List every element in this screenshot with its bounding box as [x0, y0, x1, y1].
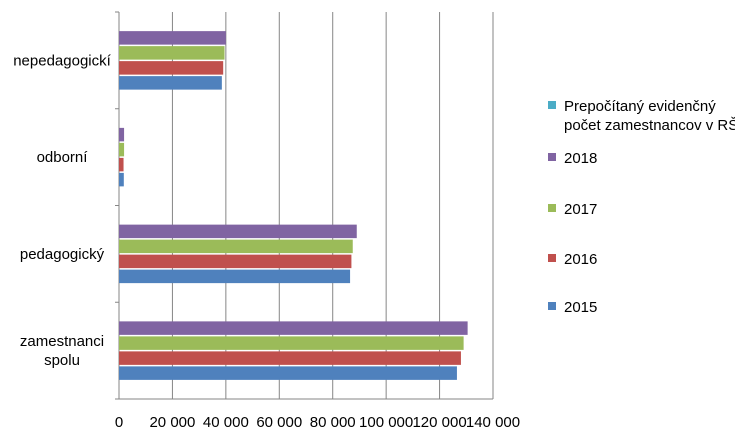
bar-2017-1	[119, 336, 464, 350]
legend-label: počet zamestnancov v RŠ	[564, 117, 735, 134]
x-tick-label: 100 000	[359, 414, 413, 431]
bar-2016-1	[119, 351, 461, 365]
bar-2015-1	[119, 366, 457, 380]
x-tick-label: 20 000	[149, 414, 195, 431]
bar-2018-2	[119, 224, 357, 239]
bar-2018-3	[119, 127, 125, 142]
legend-label: 2016	[564, 251, 597, 268]
x-tick-label: 120 000	[412, 414, 466, 431]
bar-2015-4	[119, 76, 222, 90]
legend-label: 2018	[564, 150, 597, 167]
category-label: zamestnanci	[20, 333, 104, 350]
bar-2016-3	[119, 157, 124, 172]
bar-2015-2	[119, 269, 351, 284]
bar-2017-4	[119, 46, 225, 60]
bar-2018-1	[119, 321, 468, 335]
legend-swatch	[548, 254, 556, 262]
bar-2017-3	[119, 142, 125, 157]
bar-2016-2	[119, 254, 352, 269]
legend-swatch	[548, 101, 556, 109]
x-tick-label: 80 000	[310, 414, 356, 431]
bar-2017-2	[119, 239, 353, 254]
x-tick-label: 140 000	[466, 414, 520, 431]
x-tick-label: 60 000	[256, 414, 302, 431]
category-label: pedagogický	[20, 246, 105, 263]
category-label: spolu	[44, 352, 80, 369]
legend-label: Prepočítaný evidenčný	[564, 98, 716, 115]
x-tick-label: 0	[115, 414, 123, 431]
legend-label: 2015	[564, 299, 597, 316]
legend-swatch	[548, 302, 556, 310]
legend-label: 2017	[564, 201, 597, 218]
category-label: nepedagogickí	[13, 52, 111, 69]
category-label: odborní	[37, 149, 89, 166]
bar-2015-3	[119, 172, 124, 187]
bar-2016-4	[119, 61, 224, 75]
bar-2018-4	[119, 31, 226, 45]
legend-swatch	[548, 204, 556, 212]
legend-swatch	[548, 153, 556, 161]
x-tick-label: 40 000	[203, 414, 249, 431]
